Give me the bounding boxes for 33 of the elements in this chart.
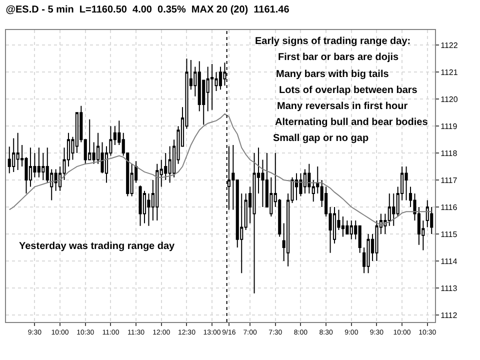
y-tick-label: 1114 [440, 256, 458, 266]
candlestick [37, 147, 40, 178]
candlestick [299, 172, 302, 197]
annotation: Early signs of trading range day: [255, 36, 411, 47]
y-tick-label: 1113 [440, 284, 458, 293]
candlestick [218, 66, 222, 90]
annotation: Lots of overlap between bars [279, 85, 418, 96]
candlestick [366, 234, 370, 274]
y-tick-label: 1112 [440, 310, 458, 320]
y-tick-label: 1120 [440, 94, 458, 104]
y-tick-label: 1117 [440, 176, 458, 185]
annotation: Alternating bull and bear bodies [275, 117, 428, 128]
chart-title: @ES.D - 5 min L=1160.50 4.00 0.35% MAX 20 (20) 1161.46 [6, 4, 290, 16]
y-tick-label: 1116 [440, 202, 458, 212]
candlestick [138, 184, 142, 226]
y-tick-label: 1121 [440, 68, 458, 77]
annotation: Small gap or no gap [273, 133, 369, 144]
annotation: Many reversals in first hour [277, 101, 408, 112]
y-tick-label: 1115 [440, 230, 458, 239]
candlestick [156, 163, 159, 222]
candlestick [210, 64, 214, 110]
annotation: First bar or bars are dojis [278, 52, 400, 63]
y-tick-label: 1118 [440, 148, 458, 158]
candlestick [350, 220, 353, 240]
candlestick [88, 118, 92, 160]
candlestick [294, 172, 298, 201]
line-series [8, 113, 432, 226]
y-tick-label: 1119 [440, 122, 458, 131]
annotation: Many bars with big tails [276, 69, 390, 80]
candlestick [404, 166, 408, 201]
y-tick-label: 1122 [440, 40, 458, 50]
annotation: Yesterday was trading range day [19, 241, 176, 252]
candlestick [16, 132, 20, 171]
